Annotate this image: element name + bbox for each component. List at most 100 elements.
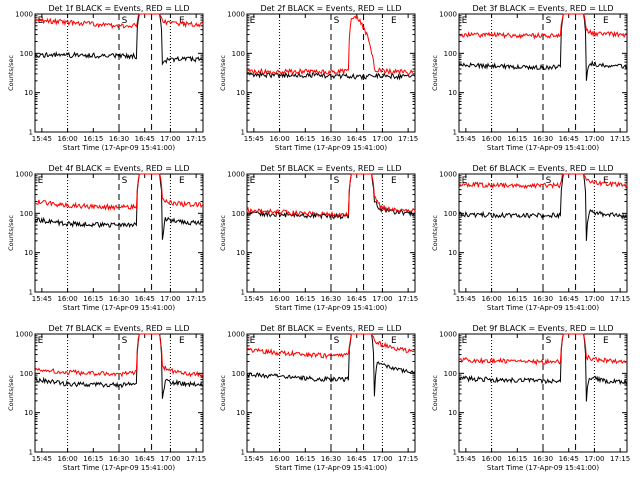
x-tick-label: 15:45 [244, 135, 264, 143]
y-axis-label: Counts/sec [219, 375, 227, 411]
y-tick-label: 1 [453, 129, 457, 137]
y-tick-label: 1000 [439, 171, 457, 179]
y-axis-label: Counts/sec [7, 55, 15, 91]
y-axis-label: Counts/sec [431, 375, 439, 411]
y-tick-label: 100 [444, 210, 457, 218]
plot-panel: Det 2f BLACK = Events, RED = LLD 1 10 100 10… [219, 4, 418, 152]
y-axis-label: Counts/sec [219, 55, 227, 91]
y-tick-label: 1 [241, 449, 245, 457]
x-tick-label: 17:15 [186, 455, 206, 463]
x-tick-label: 16:15 [507, 135, 527, 143]
y-tick-label: 100 [20, 50, 33, 58]
x-tick-label: 16:15 [507, 295, 527, 303]
x-tick-label: 16:30 [321, 135, 341, 143]
event-marker: E [603, 16, 609, 26]
x-axis-label: Start Time (17-Apr-09 15:41:00) [275, 304, 387, 312]
events-series-line [458, 13, 628, 81]
lld-series-line [34, 173, 204, 212]
y-tick-label: 10 [448, 89, 457, 97]
x-tick-label: 16:15 [507, 455, 527, 463]
event-marker: E [603, 336, 609, 346]
x-tick-label: 16:15 [295, 295, 315, 303]
y-tick-label: 10 [236, 249, 245, 257]
y-tick-label: 1000 [227, 331, 245, 339]
event-marker: E [462, 16, 468, 26]
x-tick-label: 15:45 [244, 455, 264, 463]
x-tick-label: 17:00 [160, 455, 180, 463]
lld-series-line [246, 14, 416, 76]
lld-series-line [458, 333, 628, 367]
y-axis-label: Counts/sec [219, 215, 227, 251]
y-tick-label: 1000 [227, 11, 245, 19]
event-marker: E [179, 176, 185, 186]
y-tick-label: 100 [444, 370, 457, 378]
event-marker: S [546, 16, 552, 26]
events-series-line [34, 13, 204, 66]
x-tick-label: 17:15 [398, 295, 418, 303]
x-tick-label: 17:15 [610, 295, 630, 303]
x-tick-label: 15:45 [32, 135, 52, 143]
y-tick-label: 1000 [439, 331, 457, 339]
x-tick-label: 16:15 [83, 455, 103, 463]
x-tick-label: 16:30 [533, 295, 553, 303]
y-tick-label: 10 [24, 409, 33, 417]
x-tick-label: 16:00 [269, 455, 289, 463]
event-marker: S [122, 336, 128, 346]
x-tick-label: 15:45 [456, 295, 476, 303]
event-marker: S [546, 176, 552, 186]
events-series-line [246, 333, 416, 397]
plot-panel: Det 9f BLACK = Events, RED = LLD 1 10 100 10… [431, 324, 630, 472]
event-marker: E [250, 176, 256, 186]
plot-title: Det 3f BLACK = Events, RED = LLD [472, 4, 613, 13]
event-marker: S [334, 176, 340, 186]
x-tick-label: 16:45 [347, 295, 367, 303]
x-axis-label: Start Time (17-Apr-09 15:41:00) [275, 144, 387, 152]
event-marker: E [250, 336, 256, 346]
y-axis-label: Counts/sec [431, 55, 439, 91]
x-tick-label: 16:00 [269, 135, 289, 143]
x-tick-label: 16:45 [347, 455, 367, 463]
y-tick-label: 10 [236, 89, 245, 97]
plot-panel: Det 8f BLACK = Events, RED = LLD 1 10 100 10… [219, 324, 418, 472]
y-tick-label: 1 [241, 289, 245, 297]
lld-series-line [458, 173, 628, 190]
x-tick-label: 16:45 [559, 295, 579, 303]
lld-series-line [34, 333, 204, 378]
y-tick-label: 1000 [15, 11, 33, 19]
y-tick-label: 100 [444, 50, 457, 58]
event-marker: E [603, 176, 609, 186]
y-tick-label: 10 [24, 89, 33, 97]
y-tick-label: 100 [20, 210, 33, 218]
x-tick-label: 15:45 [244, 295, 264, 303]
x-tick-label: 16:30 [109, 295, 129, 303]
y-tick-label: 1 [453, 289, 457, 297]
x-tick-label: 15:45 [456, 135, 476, 143]
x-tick-label: 17:15 [398, 135, 418, 143]
x-axis-label: Start Time (17-Apr-09 15:41:00) [63, 144, 175, 152]
x-tick-label: 17:00 [584, 295, 604, 303]
events-series-line [458, 173, 628, 241]
x-tick-label: 17:15 [610, 135, 630, 143]
plot-panel: Det 3f BLACK = Events, RED = LLD 1 10 100 10… [431, 4, 630, 152]
x-tick-label: 16:00 [481, 455, 501, 463]
lld-series-line [246, 173, 416, 219]
plot-panel: Det 5f BLACK = Events, RED = LLD 1 10 100 10… [219, 164, 418, 312]
y-tick-label: 1000 [439, 11, 457, 19]
lld-series-line [246, 333, 416, 360]
x-tick-label: 17:15 [186, 295, 206, 303]
x-tick-label: 16:15 [295, 135, 315, 143]
x-tick-label: 16:00 [269, 295, 289, 303]
y-tick-label: 10 [448, 409, 457, 417]
event-marker: S [122, 176, 128, 186]
x-tick-label: 16:30 [321, 455, 341, 463]
plot-title: Det 7f BLACK = Events, RED = LLD [48, 324, 189, 333]
x-tick-label: 16:30 [533, 455, 553, 463]
plot-title: Det 2f BLACK = Events, RED = LLD [260, 4, 401, 13]
y-tick-label: 1 [29, 129, 33, 137]
plot-title: Det 9f BLACK = Events, RED = LLD [472, 324, 613, 333]
x-tick-label: 17:00 [584, 455, 604, 463]
x-axis-label: Start Time (17-Apr-09 15:41:00) [487, 464, 599, 472]
x-tick-label: 16:00 [57, 295, 77, 303]
event-marker: E [462, 336, 468, 346]
